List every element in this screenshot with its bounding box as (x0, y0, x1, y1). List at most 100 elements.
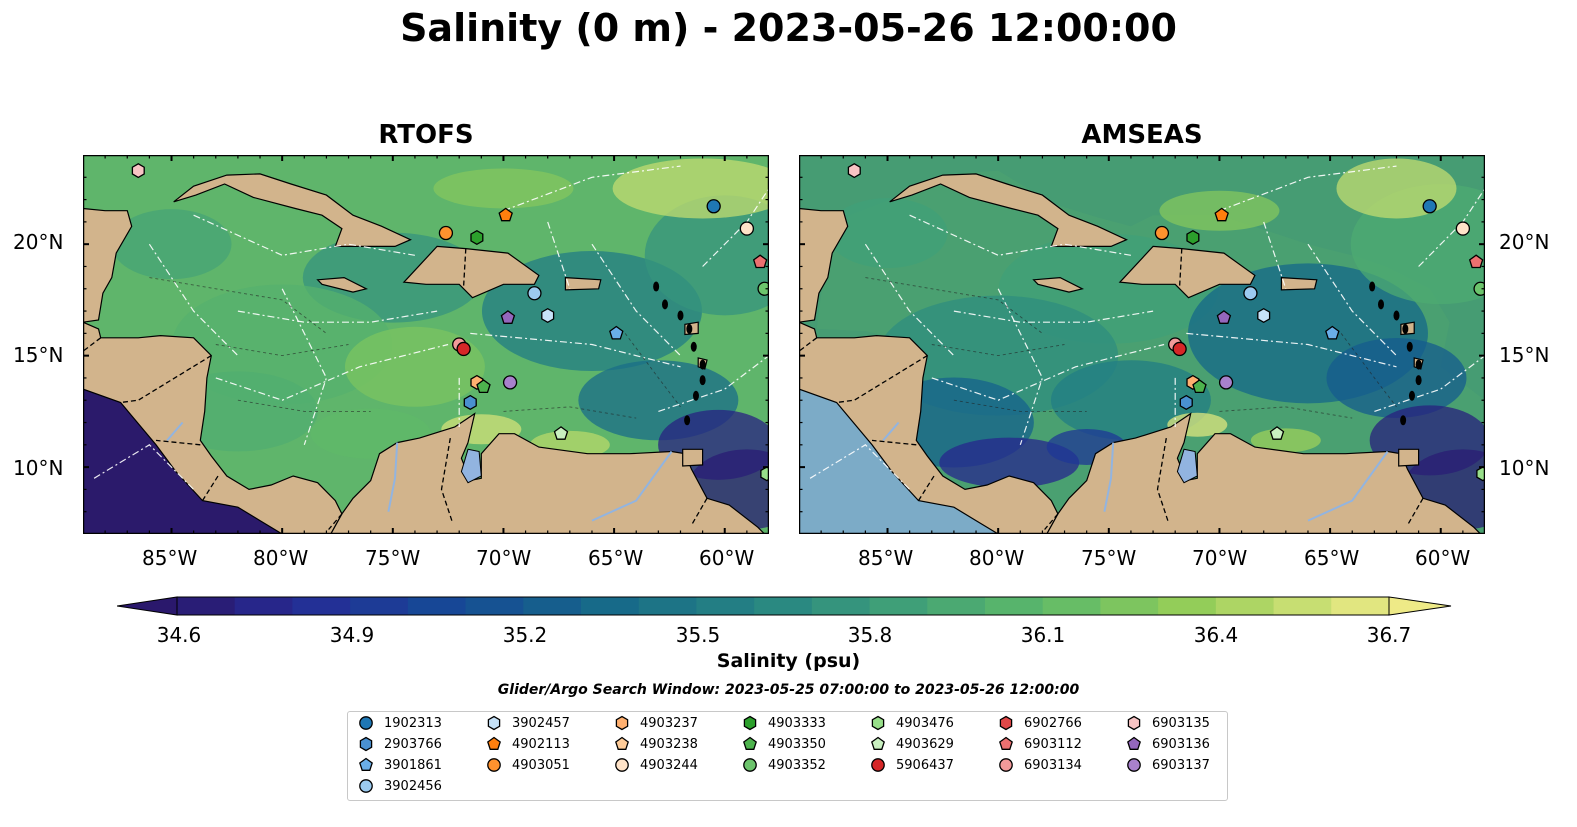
colorbar-title: Salinity (psu) (716, 650, 861, 672)
float-marker-4903629[interactable] (1269, 426, 1285, 440)
legend-marker (1127, 736, 1141, 750)
pacific-region (83, 389, 283, 534)
legend-entry-3901861: 3901861 (356, 755, 442, 775)
lon-label-amseas-80: 80°W (969, 546, 1025, 570)
circle-marker-icon (999, 758, 1013, 772)
float-marker-3901861[interactable] (1325, 325, 1340, 340)
eez-boundary (1374, 355, 1485, 412)
float-marker-4903244[interactable] (1455, 221, 1471, 236)
float-marker-2903766[interactable] (463, 394, 477, 411)
float-marker-4903244[interactable] (739, 221, 755, 236)
land-jamaica (316, 276, 369, 293)
legend-marker (743, 736, 757, 750)
legend-marker (999, 715, 1013, 731)
river (166, 421, 184, 442)
float-marker-3902456[interactable] (1243, 286, 1258, 301)
float-marker-6903137[interactable] (502, 375, 518, 390)
float-marker-3902457[interactable] (541, 307, 555, 324)
colorbar-tick-label: 34.9 (329, 623, 375, 647)
lon-label-amseas-85: 85°W (858, 546, 914, 570)
eez-boundary (658, 355, 769, 412)
land-hispaniola (1118, 245, 1256, 299)
legend-entry-4903350: 4903350 (740, 734, 826, 754)
float-marker-1902313[interactable] (706, 199, 721, 214)
float-marker-1902313[interactable] (1422, 199, 1437, 214)
antilles-island (661, 299, 668, 310)
legend-label: 1902313 (384, 715, 442, 731)
float-marker-6903136[interactable] (500, 310, 516, 324)
float-marker-6903137[interactable] (1218, 375, 1234, 390)
float-marker-6903112[interactable] (1468, 254, 1484, 269)
hexagon-marker-icon (487, 715, 501, 731)
colorbar-segment (696, 597, 755, 615)
salinity-patch (644, 195, 769, 316)
colorbar-segment (407, 597, 467, 615)
legend-label: 4903051 (512, 757, 570, 773)
legend-marker (359, 736, 373, 752)
salinity-patch (111, 209, 232, 280)
antilles-island (1406, 341, 1413, 352)
river (882, 421, 900, 442)
float-marker-4903629[interactable] (553, 426, 569, 440)
float-marker-6903135[interactable] (847, 163, 861, 179)
colorbar-segment (985, 597, 1044, 615)
float-marker-4903350[interactable] (1192, 379, 1207, 394)
land-centralAmerica (83, 321, 343, 534)
float-marker-4902113[interactable] (498, 207, 513, 222)
country-border (462, 248, 467, 287)
circle-marker-icon (871, 758, 885, 772)
float-marker-6903112[interactable] (752, 254, 768, 269)
lon-label-rtofs-75: 75°W (365, 546, 421, 570)
lon-label-amseas-70: 70°W (1192, 546, 1248, 570)
antilles-island (684, 415, 691, 426)
land-yucatan (83, 207, 133, 323)
hexagon-marker-icon (871, 715, 885, 731)
float-marker-4903051[interactable] (438, 225, 454, 241)
float-marker-6903136[interactable] (1216, 310, 1232, 324)
amseas-map (799, 155, 1485, 534)
eez-boundary (931, 343, 1165, 401)
bathymetry-contour (149, 277, 327, 334)
colorbar-tick-label: 36.4 (1193, 623, 1239, 647)
colorbar-frame (176, 596, 1390, 616)
pentagon-marker-icon (871, 736, 885, 750)
antilles-island (690, 341, 697, 352)
lon-label-rtofs-60: 60°W (699, 546, 755, 570)
colorbar-segment (1331, 597, 1390, 615)
float-marker-4903352[interactable] (757, 281, 769, 296)
float-marker-4903333[interactable] (1186, 229, 1200, 246)
float-marker-4903352[interactable] (1473, 281, 1485, 296)
eez-boundary (470, 332, 681, 368)
float-marker-4903051[interactable] (1154, 225, 1170, 241)
float-marker-5906437[interactable] (456, 341, 471, 357)
float-marker-3901861[interactable] (609, 325, 624, 340)
antilles-island (692, 390, 699, 401)
float-marker-4902113[interactable] (1214, 207, 1229, 222)
river (1307, 450, 1389, 522)
salinity-patch (433, 168, 574, 209)
float-marker-2903766[interactable] (1179, 394, 1193, 411)
eez-boundary (193, 214, 415, 256)
circle-marker-icon (487, 758, 501, 772)
country-border (836, 355, 928, 404)
float-marker-5906437[interactable] (1172, 341, 1187, 357)
float-marker-4903333[interactable] (470, 229, 484, 246)
pacific-region (799, 389, 999, 534)
colorbar-segment (292, 597, 351, 615)
hexagon-marker-icon (999, 715, 1013, 731)
hexagon-marker-icon (743, 715, 757, 731)
lat-label-right-15: 15°N (1499, 343, 1550, 367)
colorbar-extend-high (1388, 596, 1452, 616)
legend-label: 4903352 (768, 757, 826, 773)
antilles-island (1408, 390, 1415, 401)
float-marker-4903350[interactable] (476, 379, 491, 394)
float-marker-3902457[interactable] (1257, 307, 1271, 324)
legend-entry-6902766: 6902766 (996, 713, 1082, 733)
colorbar-segment (638, 597, 698, 615)
float-marker-3902456[interactable] (527, 286, 542, 301)
float-marker-6903135[interactable] (131, 163, 145, 179)
colorbar-segment (177, 597, 236, 615)
colorbar-segment (1158, 597, 1217, 615)
colorbar-segment (581, 597, 640, 615)
colorbar-tick-label: 36.7 (1366, 623, 1412, 647)
